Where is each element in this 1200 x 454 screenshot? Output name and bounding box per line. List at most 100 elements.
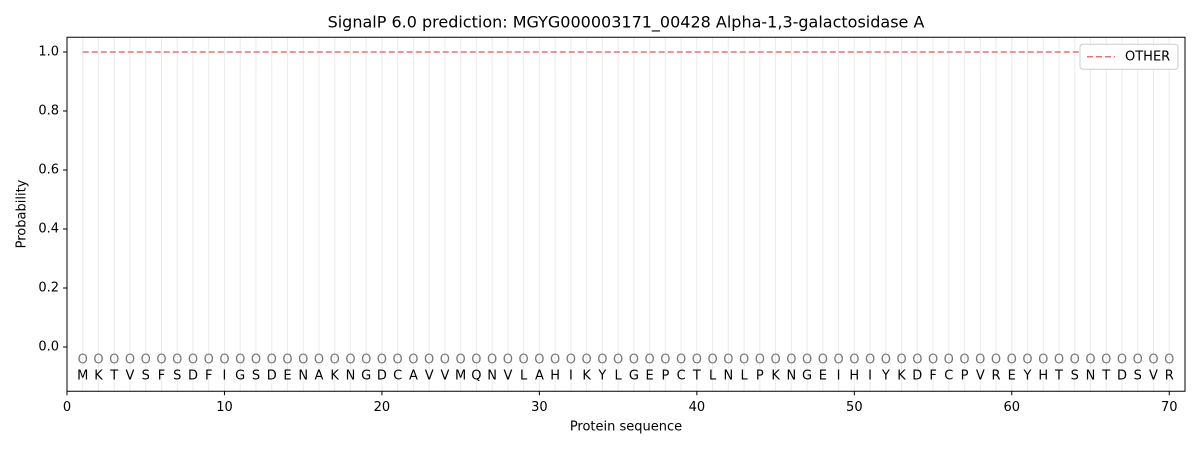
residue-label: N bbox=[487, 369, 497, 384]
prediction-label: O bbox=[991, 353, 1001, 368]
residue-label: D bbox=[1117, 369, 1127, 384]
residue-label: L bbox=[709, 369, 717, 384]
residue-label: V bbox=[440, 369, 449, 384]
residue-label: V bbox=[425, 369, 434, 384]
prediction-label: O bbox=[1070, 353, 1080, 368]
residue-label: F bbox=[158, 369, 165, 384]
residue-label: Y bbox=[597, 369, 606, 384]
prediction-label: O bbox=[471, 353, 481, 368]
residue-label: K bbox=[771, 369, 780, 384]
prediction-label: O bbox=[408, 353, 418, 368]
prediction-label: O bbox=[1101, 353, 1111, 368]
prediction-label: O bbox=[912, 353, 922, 368]
prediction-label: O bbox=[597, 353, 607, 368]
residue-label: G bbox=[361, 369, 371, 384]
y-tick-label: 0.8 bbox=[38, 104, 59, 119]
prediction-label: O bbox=[723, 353, 733, 368]
residue-label: N bbox=[346, 369, 356, 384]
residue-label: G bbox=[235, 369, 245, 384]
prediction-label: O bbox=[109, 353, 119, 368]
prediction-label: O bbox=[1054, 353, 1064, 368]
prediction-label: O bbox=[550, 353, 560, 368]
prediction-label: O bbox=[802, 353, 812, 368]
prediction-label: O bbox=[755, 353, 765, 368]
residue-label: S bbox=[1071, 369, 1079, 384]
prediction-label: O bbox=[818, 353, 828, 368]
residue-label: S bbox=[142, 369, 150, 384]
residue-label: H bbox=[1038, 369, 1048, 384]
prediction-label: O bbox=[78, 353, 88, 368]
prediction-label: O bbox=[645, 353, 655, 368]
y-tick-label: 0.0 bbox=[38, 340, 59, 355]
prediction-label: O bbox=[959, 353, 969, 368]
x-tick-label: 30 bbox=[531, 400, 548, 415]
prediction-label: O bbox=[1038, 353, 1048, 368]
prediction-label: O bbox=[707, 353, 717, 368]
residue-label: C bbox=[677, 369, 686, 384]
y-tick-label: 0.2 bbox=[38, 281, 59, 296]
prediction-label: O bbox=[613, 353, 623, 368]
prediction-label: O bbox=[424, 353, 434, 368]
prediction-label: O bbox=[928, 353, 938, 368]
prediction-label: O bbox=[582, 353, 592, 368]
residue-label: V bbox=[126, 369, 135, 384]
prediction-label: O bbox=[534, 353, 544, 368]
prediction-label: O bbox=[93, 353, 103, 368]
residue-label: E bbox=[819, 369, 827, 384]
prediction-label: O bbox=[204, 353, 214, 368]
prediction-label: O bbox=[1085, 353, 1095, 368]
residue-label: K bbox=[330, 369, 339, 384]
residue-label: G bbox=[802, 369, 812, 384]
residue-label: N bbox=[1086, 369, 1096, 384]
prediction-label: O bbox=[833, 353, 843, 368]
x-tick-label: 40 bbox=[689, 400, 706, 415]
residue-label: E bbox=[283, 369, 291, 384]
residue-label: A bbox=[314, 369, 323, 384]
residue-label: A bbox=[535, 369, 544, 384]
prediction-label: O bbox=[361, 353, 371, 368]
residue-label: A bbox=[409, 369, 418, 384]
prediction-label: O bbox=[188, 353, 198, 368]
residue-label: C bbox=[944, 369, 953, 384]
prediction-label: O bbox=[267, 353, 277, 368]
residue-label: P bbox=[756, 369, 764, 384]
chart-title: SignalP 6.0 prediction: MGYG000003171_00… bbox=[328, 13, 925, 33]
residue-label: K bbox=[897, 369, 906, 384]
prediction-label: O bbox=[487, 353, 497, 368]
residue-label: L bbox=[740, 369, 748, 384]
x-tick-label: 50 bbox=[846, 400, 863, 415]
residue-label: R bbox=[992, 369, 1001, 384]
residue-label: S bbox=[252, 369, 260, 384]
residue-label: R bbox=[1165, 369, 1174, 384]
prediction-label: O bbox=[251, 353, 261, 368]
residue-label: T bbox=[1101, 369, 1110, 384]
residue-label: V bbox=[503, 369, 512, 384]
prediction-label: O bbox=[1117, 353, 1127, 368]
prediction-label: O bbox=[219, 353, 229, 368]
y-tick-label: 1.0 bbox=[38, 45, 59, 60]
prediction-label: O bbox=[125, 353, 135, 368]
prediction-label: O bbox=[519, 353, 529, 368]
residue-label: H bbox=[849, 369, 859, 384]
residue-label: N bbox=[786, 369, 796, 384]
prediction-label: O bbox=[786, 353, 796, 368]
prediction-label: O bbox=[629, 353, 639, 368]
prediction-label: O bbox=[393, 353, 403, 368]
prediction-label: O bbox=[141, 353, 151, 368]
prediction-label: O bbox=[739, 353, 749, 368]
residue-label: T bbox=[109, 369, 118, 384]
prediction-label: O bbox=[172, 353, 182, 368]
prediction-label: O bbox=[865, 353, 875, 368]
residue-label: K bbox=[94, 369, 103, 384]
prediction-label: O bbox=[770, 353, 780, 368]
prediction-label: O bbox=[1164, 353, 1174, 368]
prediction-label: O bbox=[314, 353, 324, 368]
residue-label: I bbox=[837, 369, 841, 384]
residue-label: D bbox=[188, 369, 198, 384]
residue-label: Q bbox=[471, 369, 481, 384]
residue-label: I bbox=[223, 369, 227, 384]
residue-label: K bbox=[582, 369, 591, 384]
x-tick-label: 0 bbox=[63, 400, 71, 415]
prediction-label: O bbox=[235, 353, 245, 368]
